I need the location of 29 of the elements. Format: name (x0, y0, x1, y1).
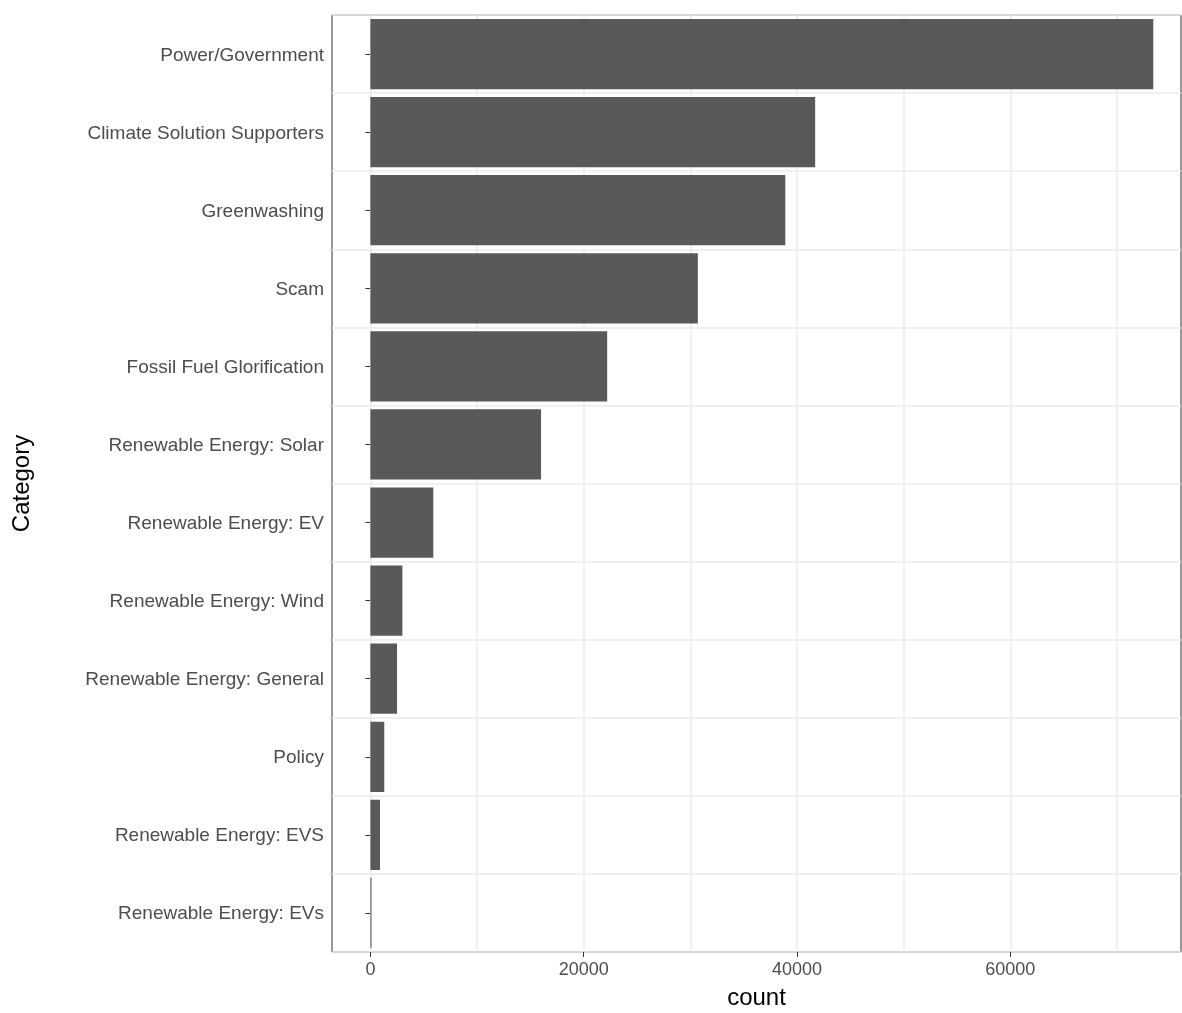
y-tick-label: Power/Government (160, 43, 325, 65)
y-tick-label: Scam (275, 277, 324, 299)
bar (370, 643, 398, 714)
bar (370, 18, 1154, 90)
x-tick-label: 0 (365, 959, 376, 979)
y-tick-label: Greenwashing (201, 199, 324, 221)
x-tick-label: 60000 (985, 959, 1036, 979)
bar (370, 409, 542, 480)
y-tick-label: Renewable Energy: EV (127, 512, 325, 534)
y-tick-label: Renewable Energy: Wind (109, 590, 324, 612)
y-tick-label: Fossil Fuel Glorification (126, 355, 324, 377)
bar (370, 565, 403, 636)
y-tick-label: Renewable Energy: General (85, 668, 324, 690)
y-tick-label: Climate Solution Supporters (87, 121, 324, 143)
bar (370, 799, 380, 871)
bar (370, 253, 698, 324)
bar (370, 487, 434, 558)
bar (370, 96, 816, 168)
x-axis-title: count (727, 982, 787, 1010)
y-tick-label: Renewable Energy: Solar (108, 433, 325, 455)
y-tick-label: Policy (273, 746, 325, 768)
y-tick-label: Renewable Energy: EVS (114, 824, 324, 846)
bar (370, 331, 608, 402)
x-tick-label: 20000 (558, 959, 609, 979)
y-axis-title: Category (6, 434, 34, 533)
bar (370, 721, 385, 792)
bar (370, 175, 786, 246)
x-tick-label: 40000 (772, 959, 823, 979)
y-tick-label: Renewable Energy: EVs (118, 902, 324, 924)
